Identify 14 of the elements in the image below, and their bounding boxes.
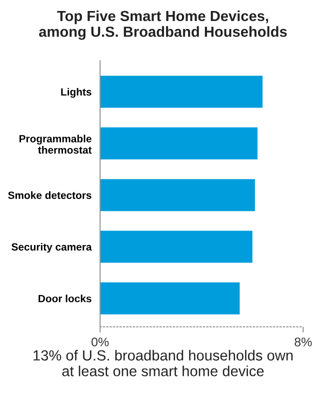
chart-title: Top Five Smart Home Devices, among U.S. Broadband Households: [39, 10, 287, 40]
y-tick-label: Programmable thermostat: [20, 134, 92, 154]
bar: [100, 76, 263, 108]
y-tick-label: Smoke detectors: [8, 191, 92, 199]
text: 13% of U.S. broadband households own at least one smart home device: [34, 350, 293, 376]
y-tick-label: Door locks: [38, 294, 92, 302]
bar: [100, 127, 258, 160]
y-tick-label: Security camera: [12, 242, 92, 253]
bar: [100, 179, 255, 212]
bar: [100, 230, 252, 263]
x-tick-label: 0%: [92, 338, 109, 346]
y-tick-label: Lights: [61, 88, 92, 98]
x-tick-label: 8%: [294, 338, 312, 346]
bar: [100, 282, 240, 314]
